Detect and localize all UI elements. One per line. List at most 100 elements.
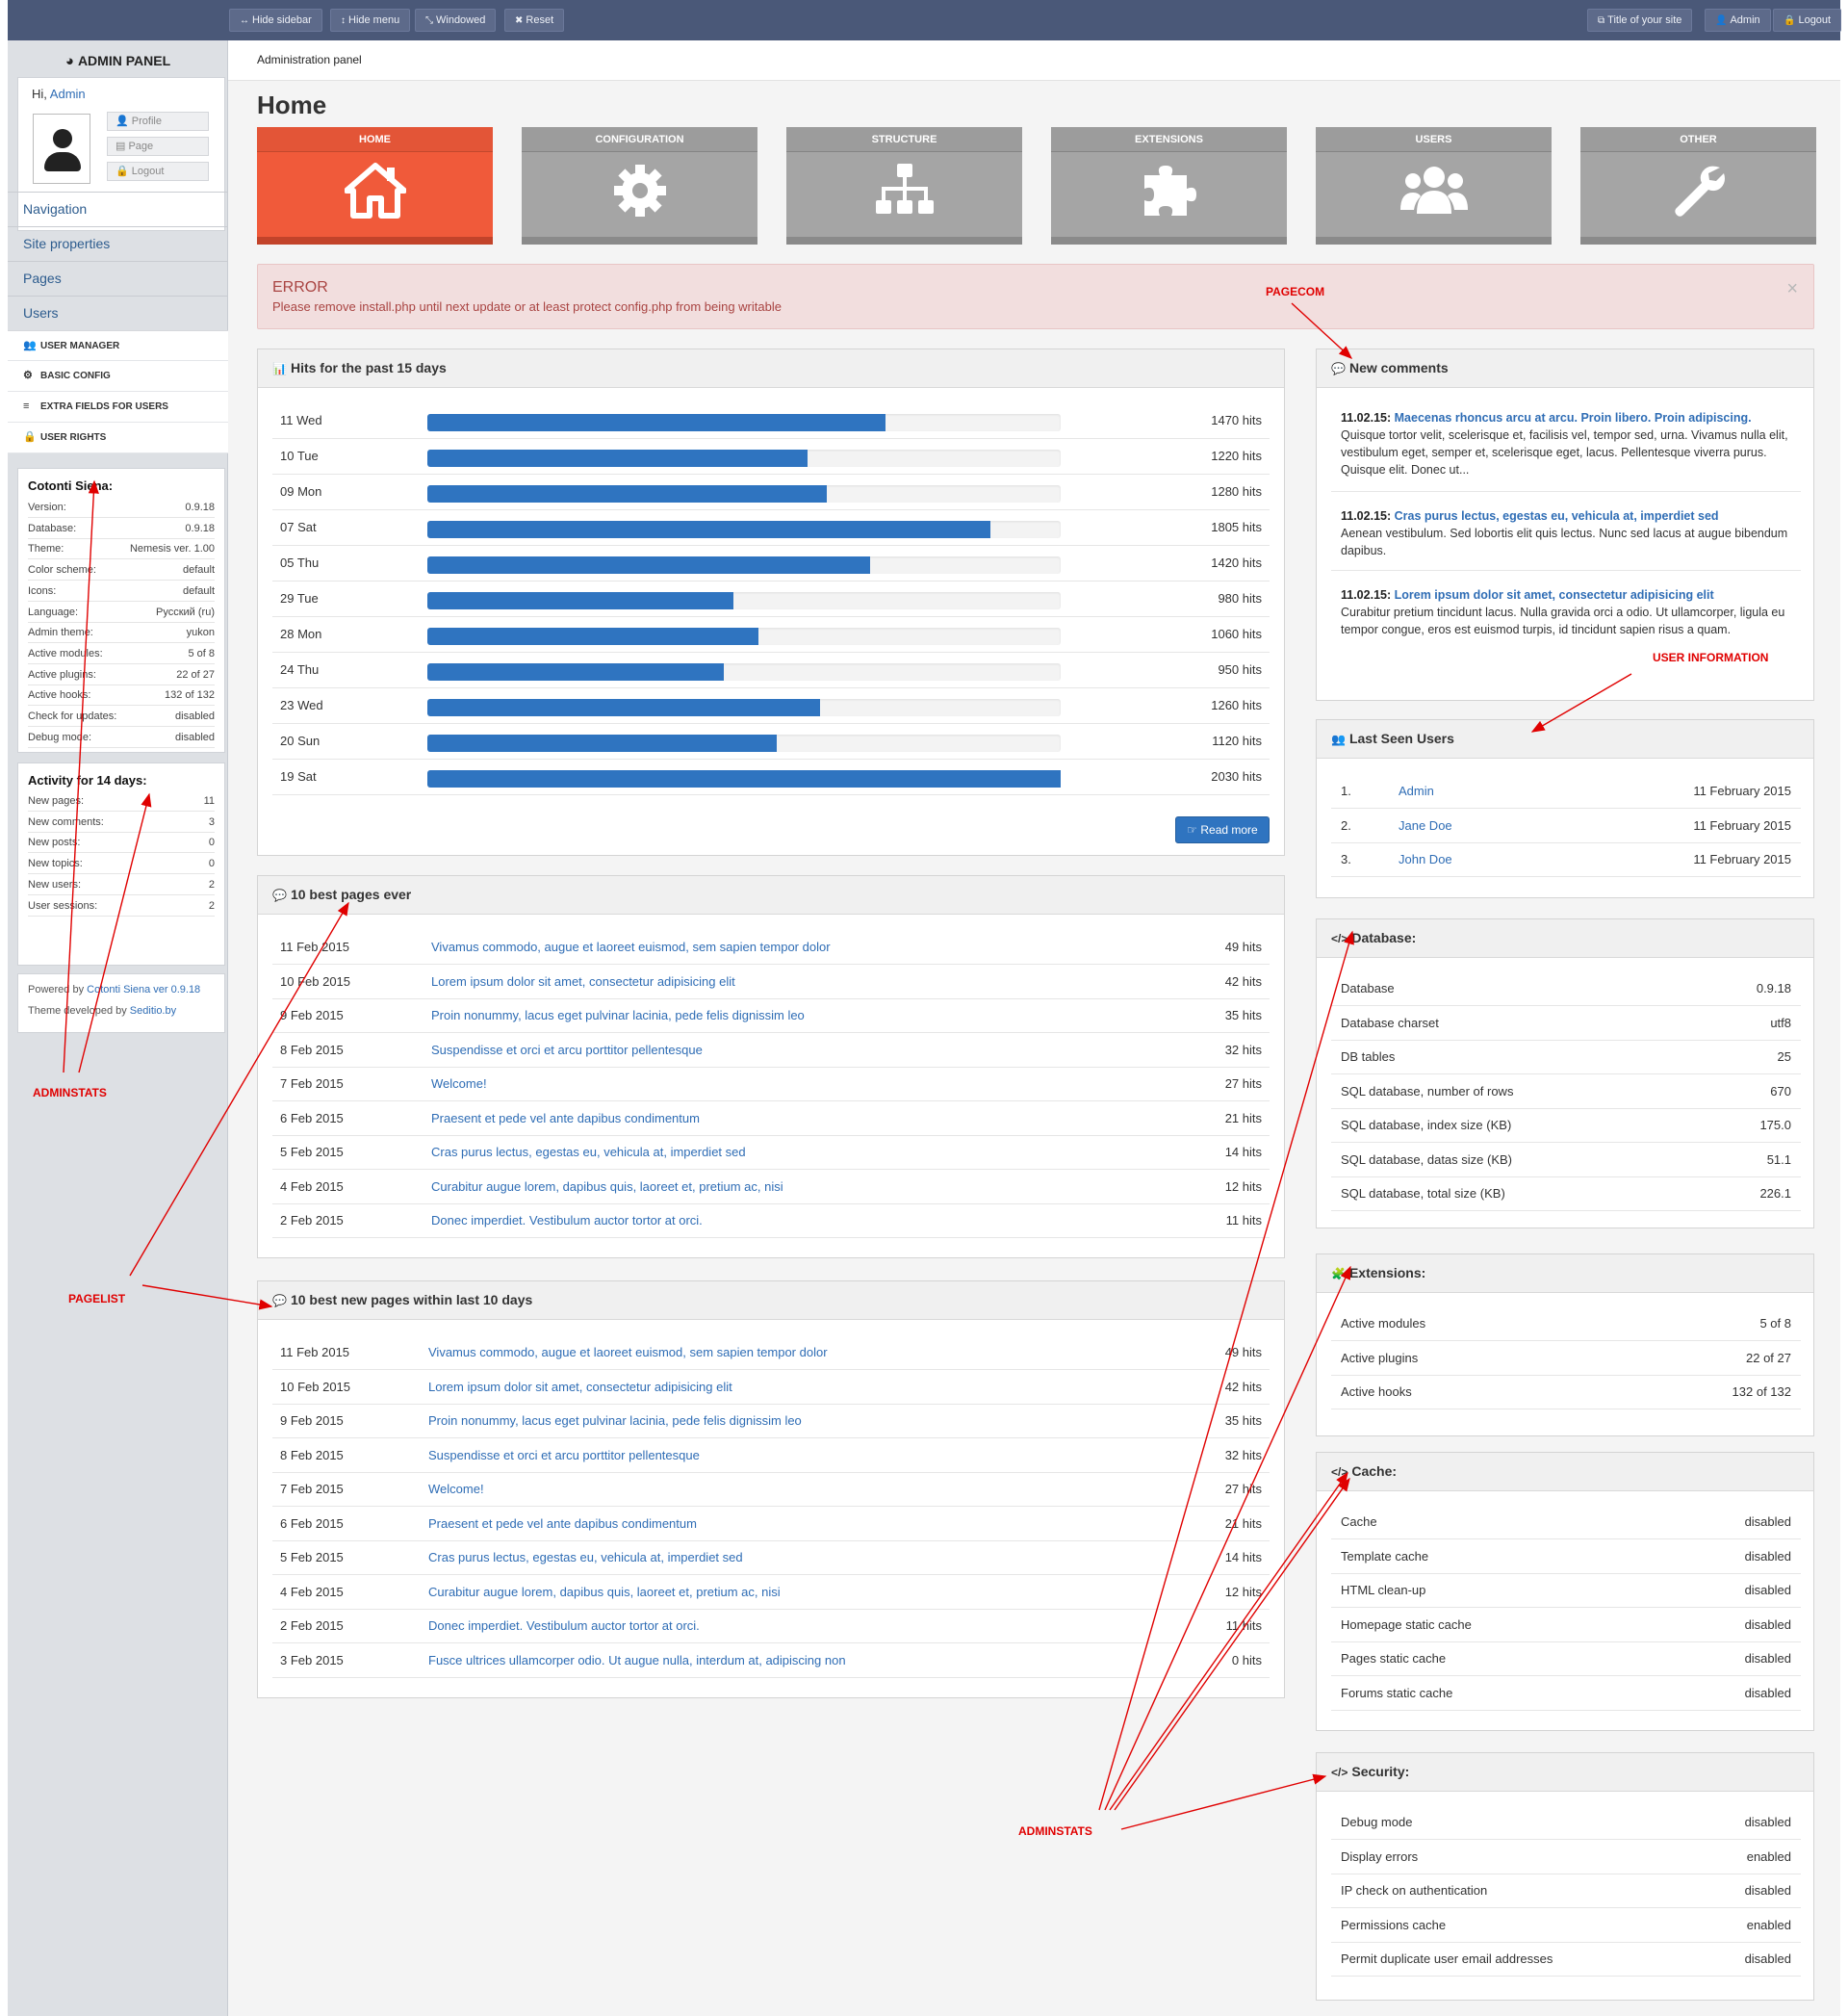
page-title-link[interactable]: Fusce ultrices ullamcorper odio. Ut augu…: [428, 1652, 846, 1667]
sidebar-item-site-properties[interactable]: Site properties: [8, 226, 228, 261]
page-title-link[interactable]: Vivamus commodo, augue et laoreet euismo…: [428, 1345, 828, 1359]
stat-row: Permissions cache enabled: [1331, 1908, 1801, 1943]
stat-row: SQL database, index size (KB) 175.0: [1331, 1108, 1801, 1143]
sidebar-item-user-manager[interactable]: 👥 USER MANAGER: [8, 330, 228, 361]
stat-row: Active modules: 5 of 8: [28, 644, 215, 664]
tile-home[interactable]: HOME: [257, 127, 493, 245]
last-seen-row: 3. John Doe 11 February 2015: [1331, 842, 1801, 877]
page-hits: 12 hits: [1224, 1178, 1262, 1194]
profile-link[interactable]: 👤 Profile: [107, 112, 209, 131]
windowed-button[interactable]: ⤡ Windowed: [415, 9, 497, 32]
sidebar-logout-link[interactable]: 🔒 Logout: [107, 162, 209, 181]
stat-row: Pages static cache disabled: [1331, 1641, 1801, 1676]
stat-row: Template cache disabled: [1331, 1539, 1801, 1574]
page-date: 6 Feb 2015: [280, 1110, 344, 1125]
avatar-body-icon: [44, 152, 81, 171]
hits-bar: [427, 485, 827, 503]
reset-button[interactable]: ✖ Reset: [504, 9, 565, 32]
user-link[interactable]: John Doe: [1399, 852, 1452, 866]
comment-title-link[interactable]: Cras purus lectus, egestas eu, vehicula …: [1394, 509, 1719, 523]
sidebar-item-extra-fields[interactable]: ≡ EXTRA FIELDS FOR USERS: [8, 392, 228, 423]
page-title-link[interactable]: Curabitur augue lorem, dapibus quis, lao…: [431, 1178, 783, 1194]
tile-structure[interactable]: STRUCTURE: [786, 127, 1022, 245]
page-row: 5 Feb 2015 Cras purus lectus, egestas eu,…: [272, 1540, 1270, 1575]
page-title-link[interactable]: Cras purus lectus, egestas eu, vehicula …: [431, 1145, 746, 1159]
page-date: 7 Feb 2015: [280, 1482, 344, 1496]
hits-bar: [427, 663, 724, 681]
hide-sidebar-button[interactable]: ↔ Hide sidebar: [229, 9, 322, 32]
comment-title-link[interactable]: Maecenas rhoncus arcu at arcu. Proin lib…: [1394, 411, 1752, 425]
page-title-link[interactable]: Lorem ipsum dolor sit amet, consectetur …: [428, 1379, 732, 1394]
sidebar-item-user-rights[interactable]: 🔒 USER RIGHTS: [8, 423, 228, 453]
page-hits: 11 hits: [1225, 1618, 1262, 1633]
comments-icon: 💬: [272, 1294, 287, 1307]
page-title-link[interactable]: Praesent et pede vel ante dapibus condim…: [428, 1515, 697, 1531]
seditio-link[interactable]: Seditio.by: [129, 1005, 177, 1017]
user-link[interactable]: Admin: [1399, 784, 1434, 798]
page-title-link[interactable]: Proin nonummy, lacus eget pulvinar lacin…: [431, 1008, 805, 1022]
stat-row: New posts: 0: [28, 833, 215, 854]
sidebar-item-basic-config[interactable]: ⚙ BASIC CONFIG: [8, 361, 228, 392]
page-title-link[interactable]: Curabitur augue lorem, dapibus quis, lao…: [428, 1584, 781, 1599]
page-title-link[interactable]: Donec imperdiet. Vestibulum auctor torto…: [431, 1213, 703, 1228]
page-date: 4 Feb 2015: [280, 1584, 344, 1599]
annotation-pagelist: PAGELIST: [68, 1292, 126, 1305]
stat-row: Check for updates: disabled: [28, 707, 215, 727]
comment-title-link[interactable]: Lorem ipsum dolor sit amet, consectetur …: [1394, 588, 1714, 602]
hits-day: 28 Mon: [280, 627, 322, 641]
page-title-link[interactable]: Vivamus commodo, augue et laoreet euismo…: [431, 940, 831, 954]
logout-button[interactable]: 🔒 Logout: [1773, 9, 1842, 32]
page-title-link[interactable]: Suspendisse et orci et arcu porttitor pe…: [431, 1042, 703, 1057]
page-date: 9 Feb 2015: [280, 1008, 344, 1022]
stat-row: New users: 2: [28, 875, 215, 895]
sidebar-item-users[interactable]: Users: [8, 296, 228, 330]
user-link[interactable]: Jane Doe: [1399, 817, 1452, 833]
sidebar-item-pages[interactable]: Pages: [8, 261, 228, 296]
tile-extensions[interactable]: EXTENSIONS: [1051, 127, 1287, 245]
page-row: 11 Feb 2015 Vivamus commodo, augue et lao…: [272, 1335, 1270, 1370]
stat-row: Active plugins 22 of 27: [1331, 1341, 1801, 1376]
page-date: 8 Feb 2015: [280, 1042, 344, 1057]
hits-bar: [427, 592, 733, 609]
read-more-button[interactable]: ☞ Read more: [1175, 816, 1270, 843]
hits-count: 1260 hits: [1211, 698, 1262, 712]
close-icon[interactable]: ×: [1786, 278, 1798, 299]
hits-bar-track: [427, 450, 1061, 467]
hits-day: 09 Mon: [280, 484, 322, 499]
page-row: 5 Feb 2015 Cras purus lectus, egestas eu,…: [272, 1135, 1270, 1170]
tile-users[interactable]: USERS: [1316, 127, 1552, 245]
hide-menu-button[interactable]: ↕ Hide menu: [330, 9, 411, 32]
page-title-link[interactable]: Lorem ipsum dolor sit amet, consectetur …: [431, 973, 735, 989]
page-link[interactable]: ▤ Page: [107, 137, 209, 156]
hits-day: 10 Tue: [280, 449, 319, 463]
page-title-link[interactable]: Suspendisse et orci et arcu porttitor pe…: [428, 1447, 700, 1462]
page-date: 2 Feb 2015: [280, 1618, 344, 1633]
page-title-link[interactable]: Welcome!: [431, 1076, 487, 1091]
page-hits: 21 hits: [1224, 1515, 1262, 1531]
page-title-link[interactable]: Welcome!: [428, 1482, 484, 1496]
hits-row: 23 Wed 1260 hits: [272, 688, 1270, 724]
tile-configuration[interactable]: CONFIGURATION: [522, 127, 757, 245]
users-icon: 👥: [1331, 733, 1346, 746]
page-date: 4 Feb 2015: [280, 1178, 344, 1194]
comment-text: Quisque tortor velit, scelerisque et, fa…: [1341, 428, 1788, 477]
page-row: 2 Feb 2015 Donec imperdiet. Vestibulum au…: [272, 1609, 1270, 1643]
page-title-link[interactable]: Donec imperdiet. Vestibulum auctor torto…: [428, 1618, 700, 1633]
hits-count: 1120 hits: [1212, 734, 1262, 748]
sidebar-item-navigation[interactable]: Navigation: [8, 192, 228, 226]
user-icon: 👤: [116, 116, 129, 127]
tile-other[interactable]: OTHER: [1580, 127, 1816, 245]
user-name-link[interactable]: Admin: [49, 87, 86, 101]
hits-bar-track: [427, 735, 1061, 752]
page-date: 11 Feb 2015: [280, 940, 350, 954]
cotonti-link[interactable]: Cotonti Siena ver 0.9.18: [87, 984, 201, 995]
page-hits: 32 hits: [1224, 1042, 1262, 1057]
annotation-adminstats-right: ADMINSTATS: [1018, 1824, 1092, 1838]
breadcrumb[interactable]: Administration panel: [257, 53, 362, 66]
admin-button[interactable]: 👤 Admin: [1705, 9, 1771, 32]
page-title-link[interactable]: Praesent et pede vel ante dapibus condim…: [431, 1110, 700, 1125]
page-title-link[interactable]: Proin nonummy, lacus eget pulvinar lacin…: [428, 1413, 802, 1428]
site-title-button[interactable]: ⧉ Title of your site: [1587, 9, 1693, 32]
cache-panel: </> Cache: Cache disabled Template cache dis…: [1316, 1452, 1814, 1731]
page-title-link[interactable]: Cras purus lectus, egestas eu, vehicula …: [428, 1550, 743, 1564]
